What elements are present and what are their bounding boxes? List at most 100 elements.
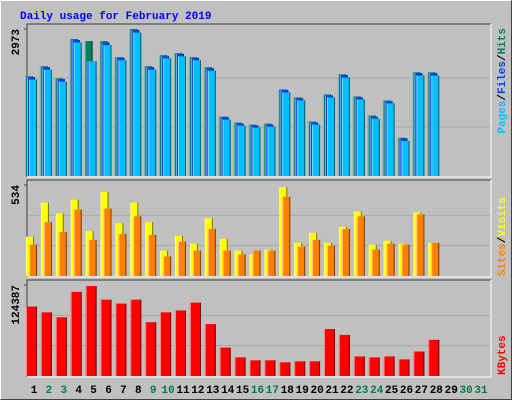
bar (133, 216, 142, 276)
x-tick-label: 28 (430, 385, 444, 397)
legend-separator: / (497, 236, 509, 243)
bar (192, 60, 201, 176)
bar (222, 119, 231, 176)
y-tick-label: 124387 (11, 285, 23, 325)
chart-title: Daily usage for February 2019 (20, 11, 211, 23)
x-tick-label: 17 (266, 385, 279, 397)
x-tick-label: 20 (310, 385, 323, 397)
bar (58, 232, 67, 276)
bar (178, 241, 186, 276)
x-tick-label: 29 (445, 385, 458, 397)
bar (309, 361, 321, 376)
bar (353, 356, 365, 376)
x-tick-label: 18 (281, 385, 295, 397)
bar (55, 317, 67, 376)
legend-separator: / (497, 94, 509, 101)
bar (297, 100, 306, 176)
bar (178, 56, 186, 176)
bar (398, 359, 410, 376)
x-tick-label: 4 (75, 385, 82, 397)
bar (175, 310, 186, 376)
bar (312, 124, 321, 176)
bar (148, 69, 157, 176)
bar (207, 228, 216, 276)
x-tick-label: 31 (474, 385, 488, 397)
bar (118, 60, 127, 176)
bar (371, 249, 380, 276)
bar (204, 324, 216, 376)
bar (40, 312, 52, 376)
bar (324, 329, 335, 376)
bar (163, 58, 172, 176)
bar (88, 61, 97, 176)
x-tick-label: 11 (176, 385, 190, 397)
x-tick-label: 16 (251, 385, 264, 397)
panel-light (27, 280, 492, 378)
bar (267, 126, 276, 176)
x-tick-label: 2 (46, 385, 53, 397)
bar (26, 306, 37, 376)
y-tick-label: 2973 (11, 29, 23, 56)
bar (297, 246, 306, 276)
x-tick-label: 12 (191, 385, 204, 397)
x-tick-label: 10 (161, 385, 174, 397)
bar (383, 356, 395, 376)
bar (145, 322, 157, 376)
bar (282, 92, 291, 176)
x-tick-label: 25 (385, 385, 399, 397)
bar (189, 302, 201, 376)
bar (371, 118, 380, 176)
bar (163, 256, 172, 276)
x-tick-label: 15 (236, 385, 250, 397)
bar (133, 32, 142, 177)
legend: Pages/Files/Hits (497, 28, 509, 134)
bar (103, 208, 112, 276)
x-tick-label: 26 (400, 385, 413, 397)
x-tick-label: 7 (120, 385, 127, 397)
bar (431, 75, 440, 176)
x-tick-label: 5 (90, 385, 97, 397)
x-tick-label: 21 (325, 385, 339, 397)
x-tick-label: 6 (105, 385, 112, 397)
bar (282, 196, 291, 276)
bar (341, 77, 350, 176)
bar (219, 347, 231, 376)
legend-entry: KBytes (497, 335, 509, 375)
bar (237, 254, 246, 276)
bar (401, 244, 410, 276)
bar (401, 140, 410, 176)
bar (327, 97, 335, 176)
bar (73, 42, 82, 176)
legend-entry: Sites (497, 243, 509, 276)
legend-entry: Files (497, 61, 509, 94)
bar (234, 357, 246, 376)
bar (416, 75, 425, 176)
bar (356, 216, 365, 276)
bar (341, 228, 350, 276)
bar (148, 234, 157, 276)
bar (43, 222, 52, 276)
bar (279, 362, 291, 376)
x-tick-label: 1 (31, 385, 38, 397)
x-tick-label: 14 (221, 385, 235, 397)
bar (85, 285, 97, 376)
bar (58, 81, 67, 176)
x-tick-label: 30 (459, 385, 472, 397)
bar (386, 243, 395, 276)
bar (327, 245, 335, 276)
bar (100, 299, 112, 376)
bar (312, 239, 321, 276)
bar (130, 299, 142, 376)
bar (267, 250, 276, 276)
bar (249, 360, 261, 376)
bar (88, 239, 97, 276)
bar (207, 70, 216, 176)
bar (43, 69, 52, 176)
x-tick-label: 23 (355, 385, 369, 397)
legend: KBytes (497, 335, 509, 375)
bar (356, 99, 365, 176)
bar (29, 244, 37, 276)
